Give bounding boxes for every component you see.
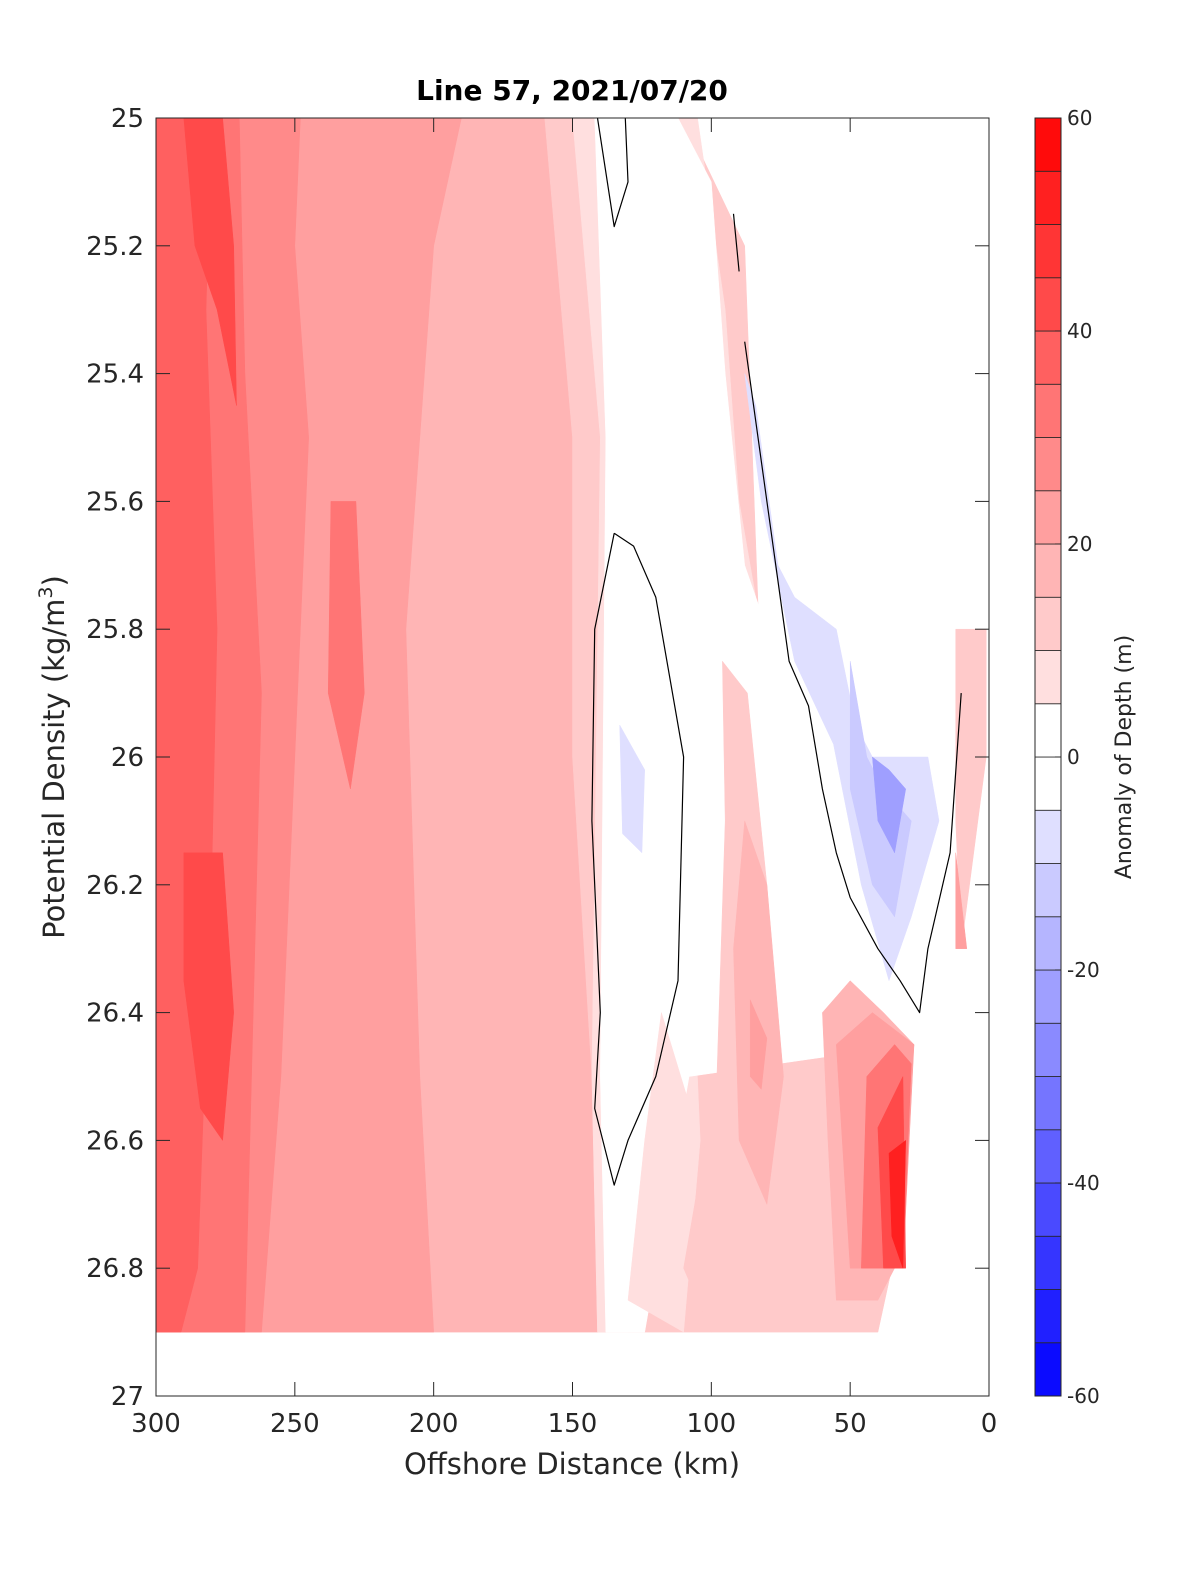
plot-area	[155, 117, 990, 1397]
colorbar-tick-label: 0	[1067, 745, 1080, 769]
y-tick-label: 25	[111, 104, 144, 134]
colorbar-tick-label: 60	[1067, 106, 1092, 130]
zero-contour-line	[744, 341, 962, 1014]
contour-region	[888, 1140, 906, 1269]
colorbar-swatch	[1034, 1289, 1062, 1344]
colorbar-swatch	[1034, 1235, 1062, 1290]
colorbar-swatch	[1034, 916, 1062, 971]
contour-region	[627, 1012, 701, 1333]
y-tick-label: 26.6	[86, 1126, 144, 1156]
y-axis-label-superscript: 3	[35, 586, 57, 598]
y-tick-label: 26.4	[86, 999, 144, 1029]
colorbar-tick-label: 20	[1067, 532, 1092, 556]
y-tick-label: 25.2	[86, 232, 144, 262]
colorbar-swatch	[1034, 756, 1062, 811]
x-axis: 300 250 200 150 100 50 0	[131, 118, 997, 1439]
x-tick-label: 100	[687, 1409, 737, 1439]
y-tick-label: 25.6	[86, 487, 144, 517]
colorbar-label: Anomaly of Depth (m)	[1112, 635, 1137, 879]
contour-region	[749, 999, 768, 1090]
x-axis-label: Offshore Distance (km)	[404, 1447, 740, 1481]
colorbar-swatch	[1034, 1129, 1062, 1184]
contour-region	[955, 852, 968, 949]
y-tick-label: 26.2	[86, 871, 144, 901]
colorbar-swatch	[1034, 1076, 1062, 1131]
contour-region	[619, 724, 645, 854]
colorbar-tick-label: -40	[1067, 1171, 1100, 1195]
colorbar-swatch	[1034, 809, 1062, 864]
colorbar-swatch	[1034, 969, 1062, 1024]
x-tick-label: 50	[834, 1409, 867, 1439]
colorbar-swatch	[1034, 1342, 1062, 1397]
colorbar-swatch	[1034, 1022, 1062, 1077]
contour-region	[733, 820, 784, 1205]
colorbar-swatch	[1034, 596, 1062, 651]
x-tick-label: 250	[270, 1409, 320, 1439]
x-tick-label: 0	[981, 1409, 998, 1439]
x-tick-label: 200	[409, 1409, 459, 1439]
colorbar-swatch	[1034, 650, 1062, 705]
colorbar-tick-label: -60	[1067, 1384, 1100, 1408]
y-axis-label-main: Potential Density (kg/m	[37, 599, 71, 939]
contour-region	[327, 501, 365, 790]
colorbar-swatch	[1034, 437, 1062, 492]
y-tick-label: 27	[111, 1382, 144, 1412]
colorbar-tick-label: -20	[1067, 958, 1100, 982]
colorbar-swatch	[1034, 383, 1062, 438]
y-axis-label-end: )	[37, 575, 71, 586]
y-tick-label: 26	[111, 743, 144, 773]
colorbar-swatch	[1034, 224, 1062, 279]
y-axis-label: Potential Density (kg/m3)	[35, 575, 71, 939]
colorbar-swatch	[1034, 863, 1062, 918]
colorbar: 60 40 20 0 -20 -40 -60	[1034, 106, 1100, 1408]
zero-contour-line	[591, 532, 685, 1186]
colorbar-swatch	[1034, 703, 1062, 758]
colorbar-swatch	[1034, 170, 1062, 225]
zero-contour-line	[596, 118, 629, 228]
y-tick-label: 26.8	[86, 1254, 144, 1284]
contour-region	[183, 118, 237, 406]
y-tick-label: 25.8	[86, 615, 144, 645]
colorbar-swatch	[1034, 1182, 1062, 1237]
colorbar-swatch	[1034, 330, 1062, 385]
zero-contour-line	[732, 213, 740, 272]
colorbar-tick-label: 40	[1067, 319, 1092, 343]
colorbar-swatch	[1034, 543, 1062, 598]
contour-region	[183, 852, 234, 1141]
x-tick-label: 300	[131, 1409, 181, 1439]
chart-title: Line 57, 2021/07/20	[416, 74, 728, 107]
filled-contour-layer	[156, 118, 987, 1333]
y-tick-label: 25.4	[86, 360, 144, 390]
x-tick-label: 150	[548, 1409, 598, 1439]
zero-contour-layer	[591, 118, 962, 1186]
colorbar-swatch	[1034, 117, 1062, 172]
contour-region	[872, 756, 906, 854]
colorbar-swatch	[1034, 277, 1062, 332]
y-axis: 25 25.2 25.4 25.6 25.8 26 26.2 26.4 26.6 26.8 27	[86, 104, 989, 1412]
colorbar-swatch	[1034, 490, 1062, 545]
